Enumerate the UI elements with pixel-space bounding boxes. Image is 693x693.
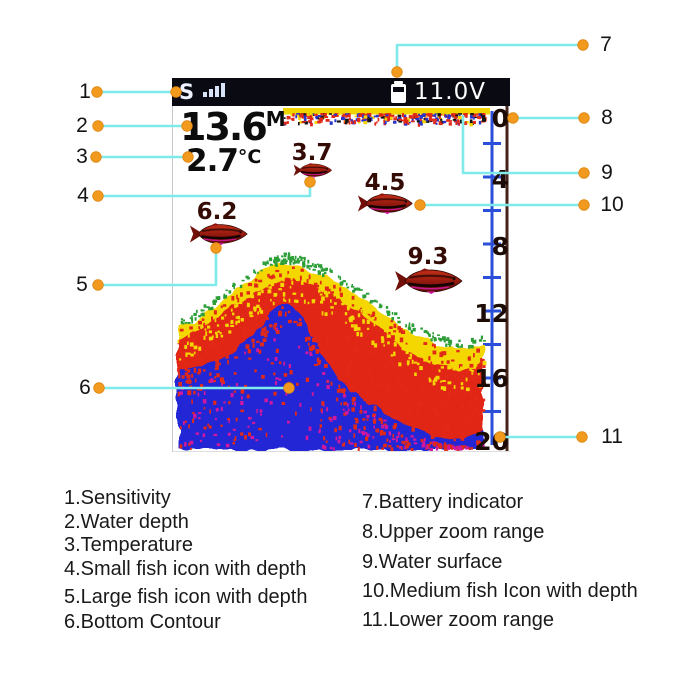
legend-item-lower-zoom: 11.Lower zoom range: [362, 609, 554, 631]
legend-item-medium-fish: 10.Medium fish Icon with depth: [362, 580, 638, 602]
temperature-value: 2.7: [186, 143, 239, 179]
callout-number-2: 2: [76, 114, 88, 137]
temperature-unit: °C: [237, 146, 262, 168]
water-depth-unit: M: [265, 107, 286, 131]
battery-voltage: 11.0V: [414, 79, 486, 105]
legend-item-temperature: 3.Temperature: [64, 534, 193, 556]
legend-item-sensitivity: 1.Sensitivity: [64, 487, 171, 509]
large-fish-icon: [189, 222, 249, 246]
fish-group: 3.7 4.5 6.2 9.3: [189, 140, 464, 295]
scale-label-16: 16: [474, 364, 509, 393]
legend-item-bottom-contour: 6.Bottom Contour: [64, 611, 221, 633]
callout-number-5: 5: [76, 273, 88, 296]
depth-scale: [483, 111, 501, 445]
xlarge-fish-depth: 9.3: [408, 244, 449, 270]
legend-item-small-fish: 4.Small fish icon with depth: [64, 558, 307, 580]
callout-number-11: 11: [601, 425, 623, 448]
medium-fish-depth: 4.5: [365, 170, 406, 196]
callout-number-6: 6: [79, 376, 91, 399]
bottom-contour: [177, 252, 487, 451]
callout-number-8: 8: [601, 106, 613, 129]
scale-label-8: 8: [492, 232, 509, 261]
callout-number-10: 10: [600, 193, 624, 216]
scale-label-0: 0: [492, 106, 509, 133]
legend-item-water-depth: 2.Water depth: [64, 511, 189, 533]
legend-item-battery: 7.Battery indicator: [362, 491, 524, 513]
water-depth-readout: 13.6M: [180, 107, 286, 146]
callout-number-7: 7: [600, 33, 612, 56]
water-surface-band: [283, 108, 490, 127]
legend-item-water-surface: 9.Water surface: [362, 551, 503, 573]
sensitivity-bars-icon: [203, 79, 227, 97]
scale-label-20: 20: [474, 427, 509, 451]
sonar-graphics: 0 4 8 12 16 20 3.7 4.5 6.2 9.3: [177, 106, 509, 451]
small-fish-depth: 3.7: [292, 140, 333, 166]
temperature-readout: 2.7°C: [186, 146, 261, 177]
status-bar: S 11.0V: [172, 78, 510, 106]
battery-icon: [391, 81, 406, 103]
large-fish-depth: 6.2: [197, 199, 238, 225]
medium-fish-icon: [357, 192, 414, 215]
scale-label-4: 4: [492, 165, 509, 194]
scale-label-12: 12: [474, 299, 509, 328]
water-depth-value: 13.6: [180, 105, 268, 149]
callout-number-9: 9: [601, 161, 613, 184]
legend-item-large-fish: 5.Large fish icon with depth: [64, 586, 308, 608]
callout-number-4: 4: [77, 184, 89, 207]
callout-number-1: 1: [79, 80, 91, 103]
screen-right-border: [505, 106, 509, 451]
sensitivity-indicator: S: [179, 80, 195, 104]
legend-item-upper-zoom: 8.Upper zoom range: [362, 521, 545, 543]
callout-number-3: 3: [76, 145, 88, 168]
xlarge-fish-icon: [394, 267, 464, 295]
